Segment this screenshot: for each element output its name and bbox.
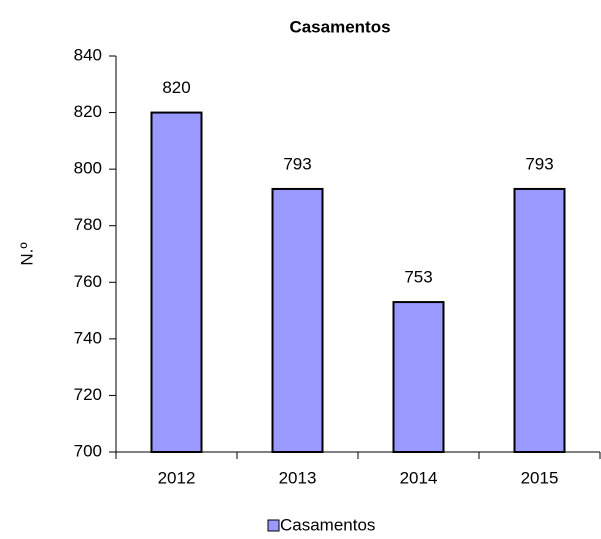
x-tick-label: 2015 — [521, 468, 559, 487]
bar — [392, 301, 445, 454]
x-tick-label: 2013 — [279, 468, 317, 487]
y-axis-label: N.º — [17, 242, 36, 265]
y-tick-label: 820 — [74, 102, 102, 121]
bar — [150, 111, 203, 453]
y-tick-label: 800 — [74, 159, 102, 178]
y-tick-label: 740 — [74, 328, 102, 347]
y-tick-label: 720 — [74, 385, 102, 404]
x-tick-label: 2012 — [158, 468, 196, 487]
data-label: 793 — [283, 154, 311, 173]
y-tick-label: 780 — [74, 215, 102, 234]
data-label: 820 — [162, 78, 190, 97]
chart-title: Casamentos — [289, 17, 390, 36]
y-tick-label: 840 — [74, 45, 102, 64]
legend-label: Casamentos — [280, 515, 375, 534]
bar — [271, 187, 324, 453]
y-tick-label: 760 — [74, 272, 102, 291]
data-label: 753 — [404, 268, 432, 287]
data-label: 793 — [525, 154, 553, 173]
y-tick-label: 700 — [74, 441, 102, 460]
x-tick-label: 2014 — [400, 468, 438, 487]
legend-swatch — [267, 519, 280, 532]
bar — [513, 187, 566, 453]
